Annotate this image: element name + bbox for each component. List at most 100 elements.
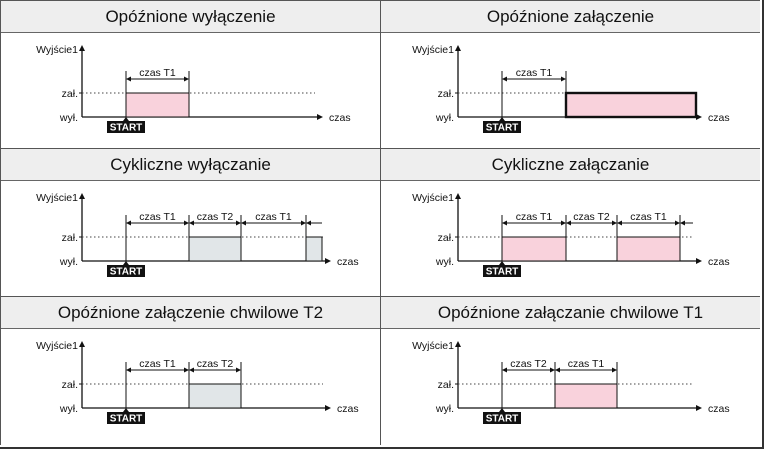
bracket-arrow-left <box>306 220 311 226</box>
start-marker-arrow <box>123 261 129 265</box>
x-axis-arrowhead <box>696 258 702 264</box>
diagram-delayed-on: Wyjście1 zał. wył. czas czas T1 START <box>412 44 730 134</box>
bracket-arrow-left <box>189 220 194 226</box>
y-axis-label: Wyjście1 <box>412 340 454 352</box>
output-pulse <box>125 92 190 118</box>
panel-delayed-pulse-t1: Opóźnione załączanie chwilowe T1 Wyjście… <box>380 296 760 445</box>
time-axis-label: czas <box>708 112 730 124</box>
bracket-arrow-left <box>502 76 507 82</box>
start-label: START <box>110 267 143 278</box>
bracket-arrow-left <box>126 367 131 373</box>
panel-cyclic-on: Cykliczne załączanie Wyjście1 zał. wył. cza… <box>380 148 760 296</box>
bracket-arrow-left <box>617 220 622 226</box>
bracket-label: czas T2 <box>197 358 234 370</box>
y-axis-arrowhead <box>455 341 461 347</box>
start-label: START <box>486 414 519 425</box>
start-marker-box <box>483 265 521 277</box>
start-marker-box <box>107 265 145 277</box>
y-axis-arrowhead <box>455 45 461 51</box>
x-axis-arrowhead <box>696 114 702 120</box>
bracket-label: czas T1 <box>139 211 176 223</box>
bracket-arrow-right <box>612 220 617 226</box>
bracket-arrow-right <box>550 367 555 373</box>
y-axis-arrowhead <box>79 341 85 347</box>
on-level-label: zał. <box>438 379 454 391</box>
bracket-arrow-right <box>561 76 566 82</box>
start-marker-box <box>107 412 145 424</box>
start-label: START <box>486 123 519 134</box>
diagram-delayed-pulse-t1: Wyjście1 zał. wył. czas czas T2 czas T1 START <box>412 340 730 425</box>
bracket-label: czas T2 <box>573 211 610 223</box>
bracket-arrow-left <box>241 220 246 226</box>
bracket-label: czas T1 <box>516 211 553 223</box>
on-level-label: zał. <box>62 232 78 244</box>
time-axis-label: czas <box>708 403 730 415</box>
time-axis-label: czas <box>337 256 359 268</box>
panel-cyclic-off: Cykliczne wyłączanie Wyjście1 zał. wył. cza… <box>0 148 380 296</box>
start-marker-box <box>483 121 521 133</box>
bracket-arrow-left <box>680 220 685 226</box>
bracket-arrow-left <box>189 367 194 373</box>
x-axis-arrowhead <box>325 258 331 264</box>
output-pulse <box>305 236 323 262</box>
off-level-label: wył. <box>59 112 78 124</box>
start-label: START <box>486 267 519 278</box>
x-axis-arrowhead <box>317 114 323 120</box>
panel-title: Opóźnione załączenie <box>381 1 760 33</box>
start-label: START <box>110 123 143 134</box>
on-level-label: zał. <box>438 232 454 244</box>
bracket-label: czas T2 <box>197 211 234 223</box>
diagram-delayed-pulse-t2: Wyjście1 zał. wył. czas czas T1 czas T2 START <box>36 340 359 425</box>
bracket-arrow-right <box>301 220 306 226</box>
bracket-arrow-left <box>126 220 131 226</box>
bracket-arrow-right <box>184 76 189 82</box>
output-pulse <box>564 91 698 119</box>
time-axis-label: czas <box>337 403 359 415</box>
off-level-label: wył. <box>59 256 78 268</box>
bracket-label: czas T1 <box>516 67 553 79</box>
y-axis-label: Wyjście1 <box>412 192 454 204</box>
panel-delayed-off: Opóźnione wyłączenie Wyjście1 zał. wył. cza… <box>0 0 380 148</box>
diagram-cyclic-off: Wyjście1 zał. wył. czas czas T1 czas T2 czas T… <box>36 192 359 278</box>
y-axis-arrowhead <box>455 193 461 199</box>
y-axis-label: Wyjście1 <box>36 340 78 352</box>
diagram-cyclic-on: Wyjście1 zał. wył. czas czas T1 czas T2 czas T… <box>412 192 730 278</box>
panel-title: Opóźnione wyłączenie <box>1 1 380 33</box>
bracket-arrow-left <box>555 367 560 373</box>
start-marker-arrow <box>123 117 129 121</box>
panel-title: Opóźnione załączenie chwilowe T2 <box>1 297 380 329</box>
start-marker-arrow <box>499 261 505 265</box>
bracket-label: czas T1 <box>568 358 605 370</box>
panel-delayed-on: Opóźnione załączenie Wyjście1 zał. wył. cza… <box>380 0 760 148</box>
start-label: START <box>110 414 143 425</box>
start-marker-box <box>107 121 145 133</box>
panel-title: Opóźnione załączanie chwilowe T1 <box>381 297 760 329</box>
bracket-arrow-left <box>502 367 507 373</box>
output-pulse <box>616 236 681 262</box>
panel-title: Cykliczne wyłączanie <box>1 149 380 181</box>
bracket-arrow-right <box>184 367 189 373</box>
diagram-delayed-off: Wyjście1 zał. wył. czas czas T1 START <box>36 44 351 134</box>
start-marker-arrow <box>499 117 505 121</box>
y-axis-label: Wyjście1 <box>36 192 78 204</box>
on-level-label: zał. <box>62 379 78 391</box>
start-marker-arrow <box>499 408 505 412</box>
bracket-arrow-left <box>126 76 131 82</box>
bracket-arrow-right <box>612 367 617 373</box>
off-level-label: wył. <box>435 112 454 124</box>
off-level-label: wył. <box>435 256 454 268</box>
panel-delayed-pulse-t2: Opóźnione załączenie chwilowe T2 Wyjście… <box>0 296 380 445</box>
bracket-label: czas T1 <box>255 211 292 223</box>
bracket-label: czas T1 <box>630 211 667 223</box>
bracket-arrow-right <box>184 220 189 226</box>
bracket-arrow-right <box>561 220 566 226</box>
bracket-arrow-right <box>675 220 680 226</box>
bracket-label: czas T1 <box>139 67 176 79</box>
bracket-label: czas T2 <box>510 358 547 370</box>
time-axis-label: czas <box>708 256 730 268</box>
off-level-label: wył. <box>435 403 454 415</box>
on-level-label: zał. <box>62 88 78 100</box>
panel-title: Cykliczne załączanie <box>381 149 760 181</box>
start-marker-box <box>483 412 521 424</box>
off-level-label: wył. <box>59 403 78 415</box>
